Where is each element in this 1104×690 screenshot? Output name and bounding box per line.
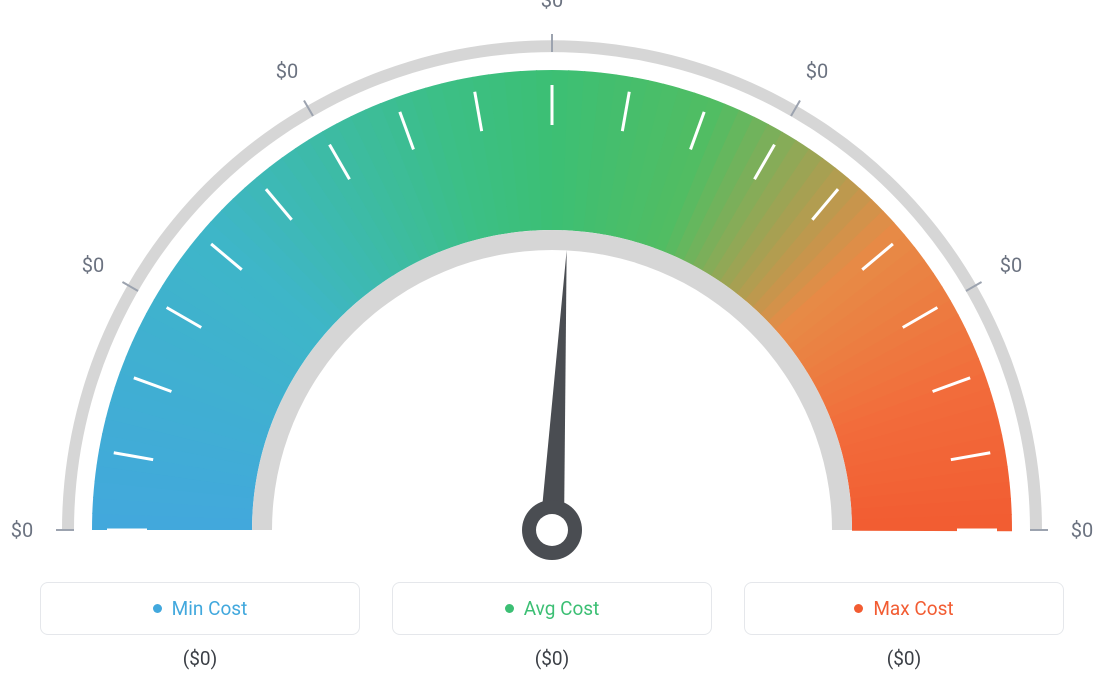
gauge-svg (0, 0, 1104, 570)
gauge-tick-label: $0 (1071, 518, 1093, 542)
legend-avg-value: ($0) (392, 647, 712, 670)
legend-min-dot (153, 604, 162, 613)
legend-card-min: Min Cost ($0) (40, 582, 360, 670)
legend-avg-dot (505, 604, 514, 613)
gauge-tick-label: $0 (11, 518, 33, 542)
legend-card-avg: Avg Cost ($0) (392, 582, 712, 670)
legend-card-max: Max Cost ($0) (744, 582, 1064, 670)
gauge-tick-label: $0 (806, 59, 828, 83)
gauge-chart: $0 $0 $0 $0 $0 $0 $0 (0, 0, 1104, 570)
gauge-tick-label: $0 (276, 59, 298, 83)
gauge-tick-label: $0 (1000, 253, 1022, 277)
legend-min-value: ($0) (40, 647, 360, 670)
legend-max-box: Max Cost (744, 582, 1064, 635)
legend-min-label: Min Cost (172, 597, 248, 620)
gauge-tick-label: $0 (541, 0, 563, 12)
gauge-tick-label: $0 (82, 253, 104, 277)
legend-max-value: ($0) (744, 647, 1064, 670)
legend-max-dot (854, 604, 863, 613)
legend-avg-box: Avg Cost (392, 582, 712, 635)
legend-max-label: Max Cost (873, 597, 953, 620)
legend-row: Min Cost ($0) Avg Cost ($0) Max Cost ($0… (0, 582, 1104, 670)
legend-avg-label: Avg Cost (524, 597, 600, 620)
legend-min-box: Min Cost (40, 582, 360, 635)
